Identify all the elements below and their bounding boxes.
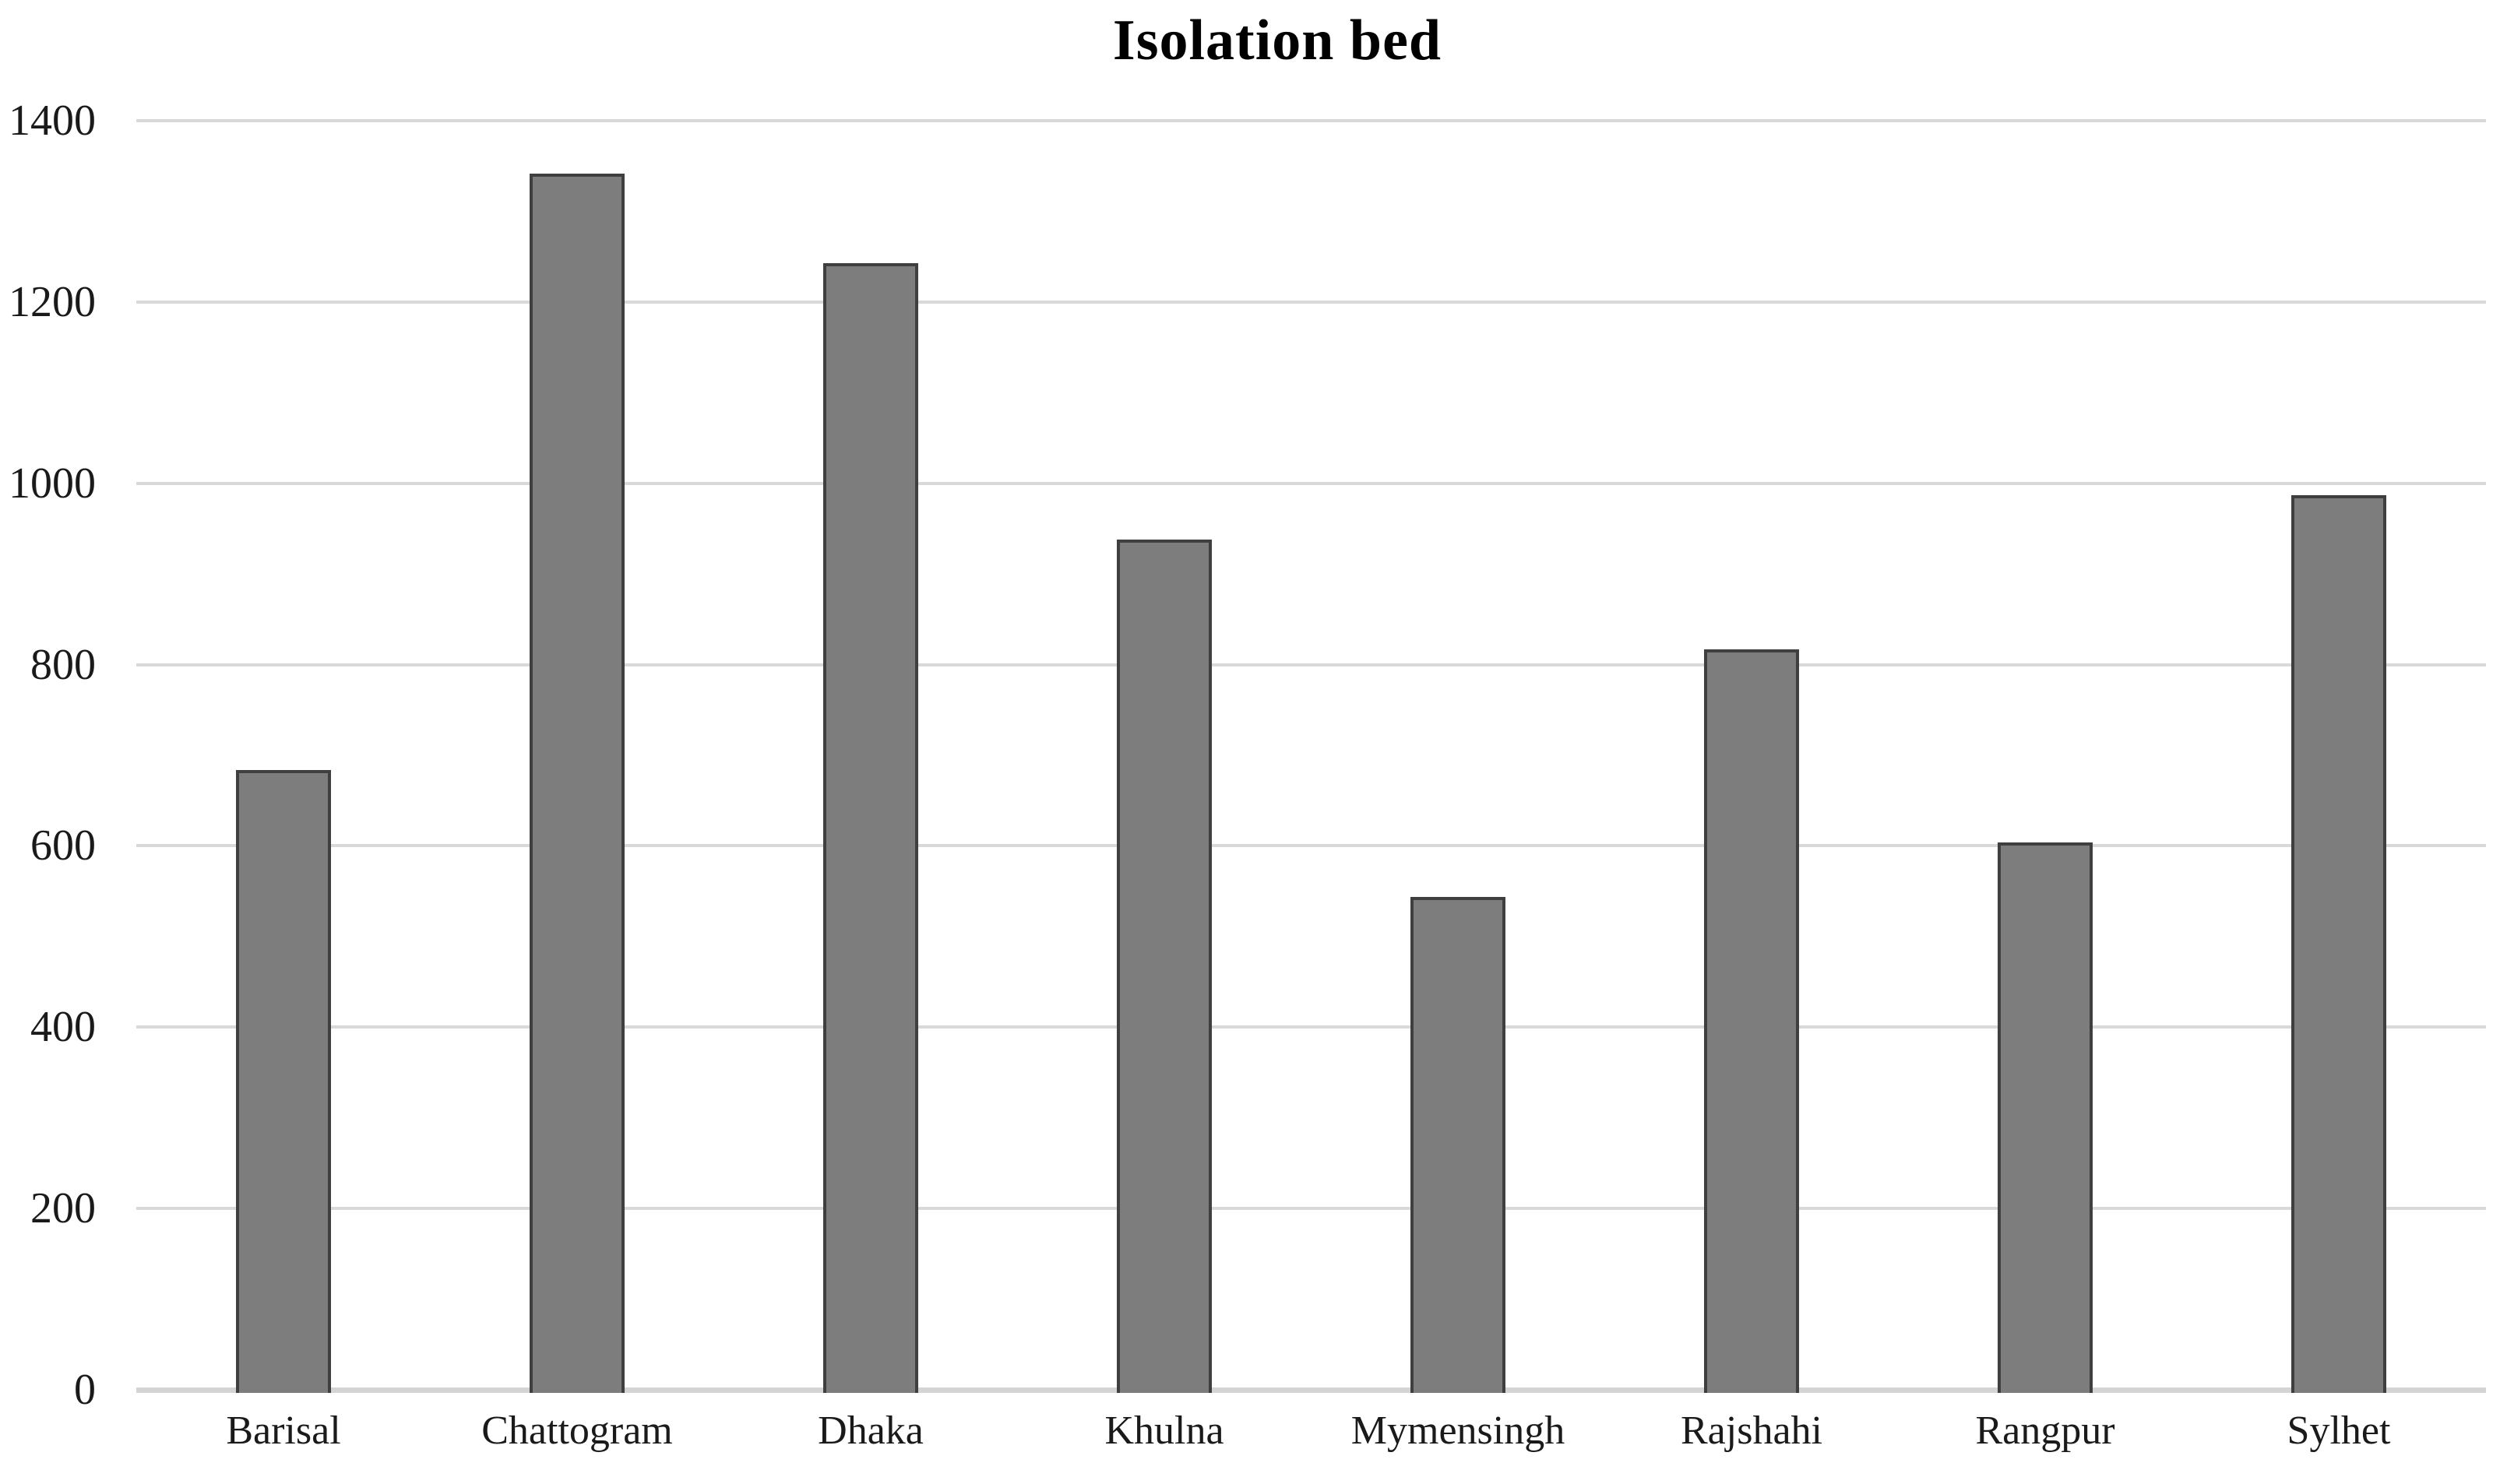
gridline-600 xyxy=(136,844,2486,847)
y-axis-tick-label-200: 200 xyxy=(30,1184,96,1233)
x-axis-category-label-khulna: Khulna xyxy=(1104,1408,1224,1453)
y-axis-tick-label-1200: 1200 xyxy=(9,278,96,326)
y-axis-tick-label-0: 0 xyxy=(74,1366,96,1414)
x-axis-category-label-rangpur: Rangpur xyxy=(1975,1408,2115,1453)
gridline-400 xyxy=(136,1025,2486,1029)
x-axis-category-label-chattogram: Chattogram xyxy=(481,1408,673,1453)
bar-barisal xyxy=(236,770,331,1393)
bar-mymensingh xyxy=(1410,897,1505,1393)
chart-title: Isolation bed xyxy=(1112,9,1442,72)
gridline-1000 xyxy=(136,482,2486,485)
y-axis-tick-label-1400: 1400 xyxy=(9,97,96,145)
bar-dhaka xyxy=(823,263,918,1393)
x-axis-category-label-barisal: Barisal xyxy=(226,1408,341,1453)
gridline-1400 xyxy=(136,119,2486,122)
gridline-200 xyxy=(136,1207,2486,1210)
y-axis-tick-label-800: 800 xyxy=(30,641,96,689)
x-axis-category-label-dhaka: Dhaka xyxy=(818,1408,924,1453)
bar-rajshahi xyxy=(1704,649,1799,1393)
bar-sylhet xyxy=(2291,495,2386,1393)
x-axis-category-label-rajshahi: Rajshahi xyxy=(1681,1408,1822,1453)
y-axis-tick-label-400: 400 xyxy=(30,1003,96,1051)
bar-khulna xyxy=(1117,540,1212,1393)
bar-rangpur xyxy=(1998,842,2093,1393)
x-axis-line xyxy=(136,1387,2486,1393)
x-axis-category-label-mymensingh: Mymensingh xyxy=(1350,1408,1565,1453)
gridline-800 xyxy=(136,663,2486,666)
gridline-1200 xyxy=(136,301,2486,304)
y-axis-tick-label-1000: 1000 xyxy=(9,459,96,508)
x-axis-category-label-sylhet: Sylhet xyxy=(2287,1408,2391,1453)
bar-chattogram xyxy=(530,174,625,1393)
y-axis-tick-label-600: 600 xyxy=(30,821,96,870)
